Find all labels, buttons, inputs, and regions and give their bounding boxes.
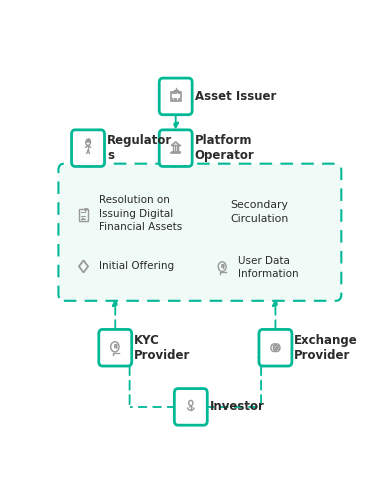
- Text: Regulator
s: Regulator s: [107, 134, 172, 162]
- Text: Resolution on
Issuing Digital
Financial Assets: Resolution on Issuing Digital Financial …: [99, 195, 182, 232]
- Text: Secondary
Circulation: Secondary Circulation: [230, 201, 288, 224]
- Text: Exchange
Provider: Exchange Provider: [294, 334, 358, 362]
- FancyBboxPatch shape: [159, 78, 192, 115]
- FancyBboxPatch shape: [72, 130, 105, 167]
- FancyBboxPatch shape: [174, 389, 207, 425]
- Text: B: B: [274, 345, 279, 351]
- Text: $: $: [272, 345, 277, 351]
- FancyBboxPatch shape: [259, 329, 292, 366]
- Text: Asset Issuer: Asset Issuer: [195, 90, 276, 103]
- FancyBboxPatch shape: [99, 329, 132, 366]
- Text: Platform
Operator: Platform Operator: [195, 134, 254, 162]
- Text: User Data
Information: User Data Information: [238, 256, 298, 279]
- FancyBboxPatch shape: [159, 130, 192, 167]
- Text: Investor: Investor: [210, 400, 264, 413]
- Text: Initial Offering: Initial Offering: [99, 262, 174, 271]
- FancyBboxPatch shape: [58, 164, 341, 301]
- Text: KYC
Provider: KYC Provider: [134, 334, 190, 362]
